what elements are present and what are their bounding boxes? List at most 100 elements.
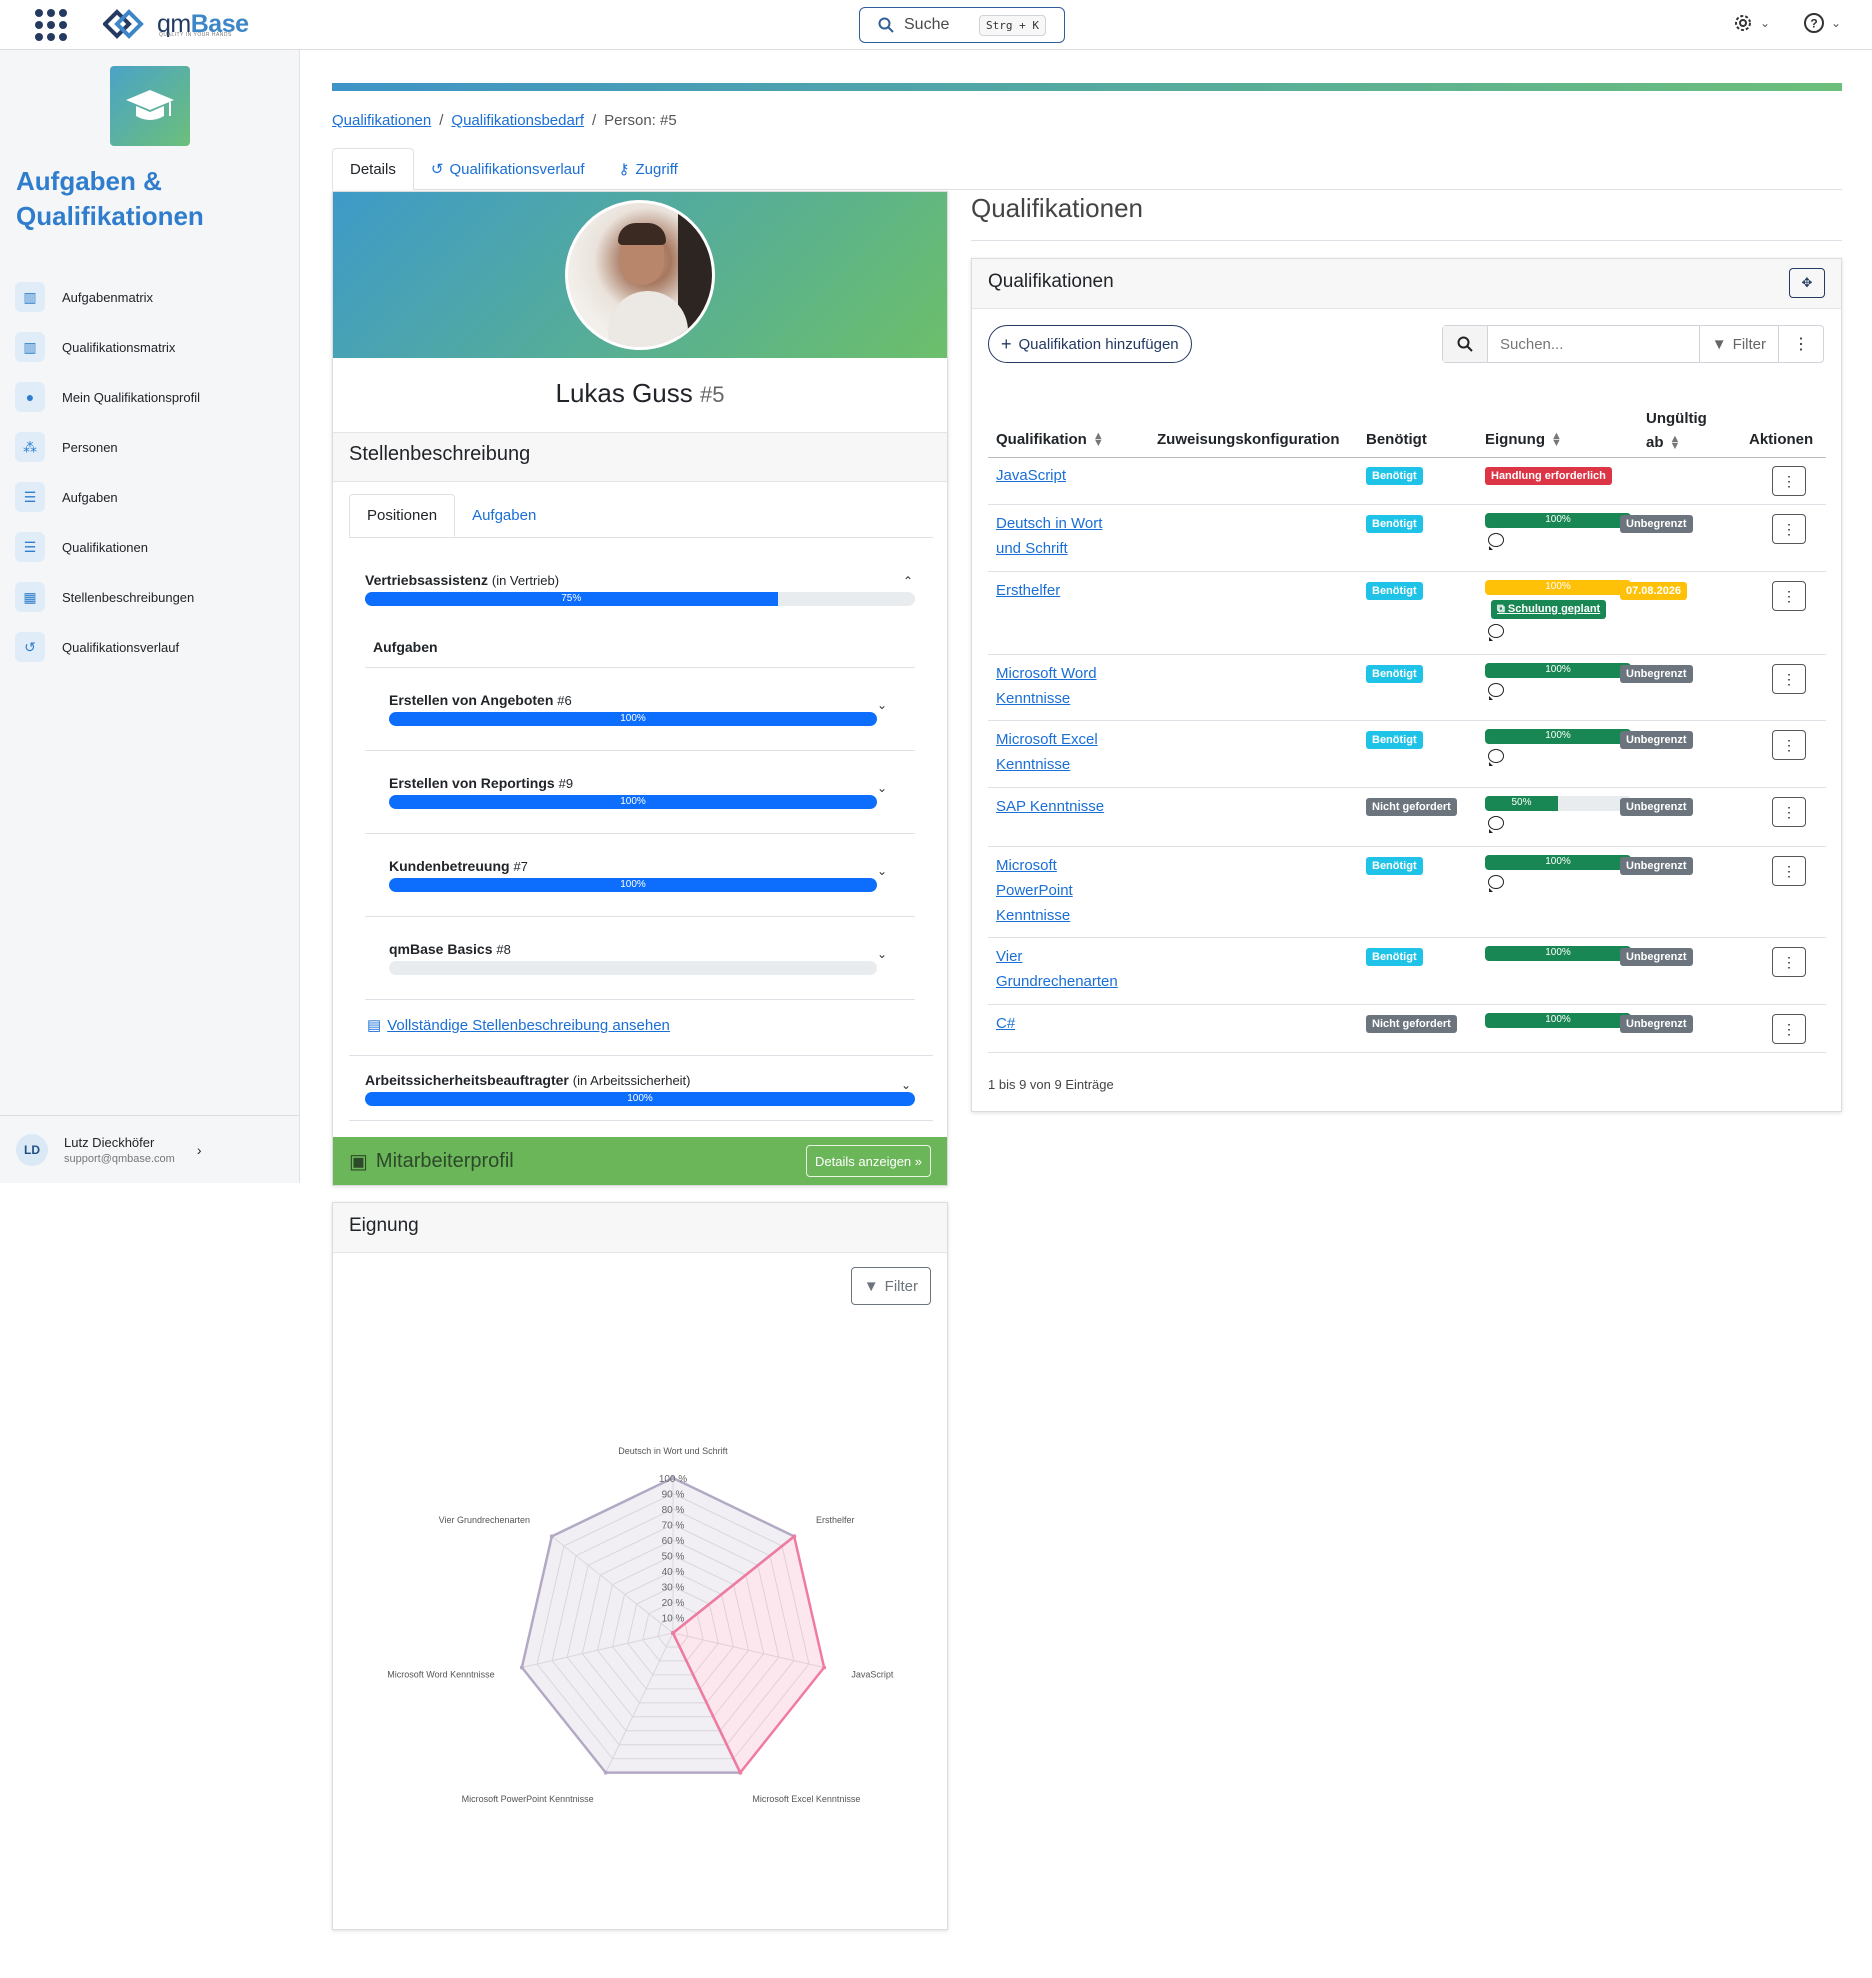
- details-button[interactable]: Details anzeigen »: [806, 1145, 931, 1177]
- invalid-badge: Unbegrenzt: [1620, 1015, 1693, 1033]
- subtab-positionen[interactable]: Positionen: [349, 494, 456, 537]
- row-actions-icon[interactable]: ⋮: [1772, 664, 1806, 694]
- divider: [971, 240, 1842, 241]
- subtab-aufgaben[interactable]: Aufgaben: [472, 507, 537, 524]
- full-description-text: Vollständige Stellenbeschreibung ansehen: [387, 1016, 670, 1034]
- settings-menu[interactable]: ⌄: [1732, 12, 1770, 34]
- chevron-down-icon[interactable]: ⌄: [877, 698, 888, 712]
- column-header-eignung[interactable]: Eignung ▲ ▼: [1485, 430, 1562, 450]
- breadcrumb-current: Person: #5: [604, 112, 677, 129]
- user-email: support@qmbase.com: [64, 1152, 175, 1165]
- more-options-icon[interactable]: ⋮: [1778, 326, 1823, 362]
- qualification-link[interactable]: Microsoft Excel Kenntnisse: [996, 731, 1098, 773]
- matrix-icon: ▥: [15, 332, 45, 362]
- chevron-down-icon[interactable]: ⌄: [877, 947, 888, 961]
- chevron-down-icon[interactable]: ⌄: [901, 1078, 912, 1092]
- table-row: C# Nicht gefordert 100% Unbegrenzt ⋮: [988, 1005, 1826, 1053]
- row-actions-icon[interactable]: ⋮: [1772, 514, 1806, 544]
- comment-icon[interactable]: [1488, 624, 1504, 641]
- required-badge: Nicht gefordert: [1366, 798, 1457, 816]
- task-title[interactable]: Kundenbetreuung #7: [389, 858, 528, 874]
- id-card-icon: ▣: [349, 1150, 368, 1173]
- tab-qualifikationsverlauf[interactable]: ↺ Qualifikationsverlauf: [414, 148, 602, 190]
- comment-icon[interactable]: [1488, 683, 1504, 700]
- qualification-link[interactable]: Ersthelfer: [996, 582, 1061, 599]
- comment-icon[interactable]: [1488, 875, 1504, 892]
- chevron-down-icon[interactable]: ⌄: [877, 781, 888, 795]
- position-name: Vertriebsassistenz: [365, 572, 488, 588]
- qualification-link[interactable]: Microsoft PowerPoint Kenntnisse: [996, 857, 1073, 924]
- help-menu[interactable]: ? ⌄: [1803, 12, 1841, 34]
- subtab-bar: Positionen Aufgaben: [349, 494, 933, 538]
- chart-filter-button[interactable]: ▼ Filter: [850, 1267, 931, 1305]
- column-header-qualifikation[interactable]: Qualifikation ▲ ▼: [996, 430, 1104, 450]
- add-qualification-button[interactable]: + Qualifikation hinzufügen: [988, 325, 1192, 363]
- comment-icon[interactable]: [1488, 749, 1504, 766]
- radar-category-label: Microsoft PowerPoint Kenntnisse: [462, 1794, 594, 1804]
- position-title[interactable]: Vertriebsassistenz (in Vertrieb): [365, 572, 559, 588]
- row-actions-icon[interactable]: ⋮: [1772, 856, 1806, 886]
- expand-icon[interactable]: ✥: [1789, 268, 1825, 298]
- comment-icon[interactable]: [1488, 533, 1504, 550]
- qualification-link[interactable]: Deutsch in Wort und Schrift: [996, 515, 1103, 557]
- column-header-ungueltig-ab[interactable]: Ungültig ab ▲ ▼: [1646, 410, 1707, 453]
- filter-button[interactable]: ▼ Filter: [1698, 326, 1778, 362]
- suitability-bar: 100%: [1485, 855, 1631, 870]
- history-icon: ↺: [15, 632, 45, 662]
- filter-icon: ▼: [1711, 335, 1727, 353]
- global-search-button[interactable]: Suche Strg + K: [859, 7, 1065, 43]
- qualification-link[interactable]: JavaScript: [996, 467, 1067, 484]
- logo-text: qmBase: [157, 9, 249, 38]
- top-bar: qmBase QUALITY IN YOUR HANDS Suche Strg …: [0, 0, 1872, 50]
- task-title[interactable]: Erstellen von Reportings #9: [389, 775, 573, 791]
- filter-label: Filter: [1732, 335, 1766, 353]
- qualification-link[interactable]: SAP Kenntnisse: [996, 798, 1105, 815]
- sidebar-item-stellenbeschreibungen[interactable]: ▦ Stellenbeschreibungen: [15, 572, 295, 622]
- sidebar-item-aufgaben[interactable]: ☰ Aufgaben: [15, 472, 295, 522]
- radar-tick-label: 90 %: [662, 1490, 685, 1501]
- app-launcher-icon[interactable]: [35, 9, 67, 41]
- comment-icon[interactable]: [1488, 816, 1504, 833]
- chevron-down-icon[interactable]: ⌄: [877, 864, 888, 878]
- sidebar-item-personen[interactable]: ⁂ Personen: [15, 422, 295, 472]
- tab-details[interactable]: Details: [332, 148, 414, 190]
- task-title[interactable]: qmBase Basics #8: [389, 941, 511, 957]
- sidebar-item-qualifikationsmatrix[interactable]: ▥ Qualifikationsmatrix: [15, 322, 295, 372]
- task-title[interactable]: Erstellen von Angeboten #6: [389, 692, 572, 708]
- radar-grid-ring: [566, 1523, 780, 1732]
- radar-grid-ring: [612, 1570, 734, 1690]
- row-actions-icon[interactable]: ⋮: [1772, 797, 1806, 827]
- qualification-link[interactable]: Microsoft Word Kenntnisse: [996, 665, 1097, 707]
- radar-spoke: [521, 1632, 674, 1668]
- tab-label: Zugriff: [635, 160, 678, 178]
- radar-point: [519, 1665, 524, 1670]
- position-title[interactable]: Arbeitssicherheitsbeauftragter (in Arbei…: [365, 1072, 691, 1088]
- sidebar-item-qualifikationsverlauf[interactable]: ↺ Qualifikationsverlauf: [15, 622, 295, 672]
- row-actions-icon[interactable]: ⋮: [1772, 581, 1806, 611]
- position-progress: 100%: [365, 1092, 915, 1106]
- suitability-card-title: Eignung: [333, 1203, 947, 1253]
- qualification-link[interactable]: Vier Grundrechenarten: [996, 948, 1118, 990]
- task-name: Erstellen von Reportings: [389, 775, 555, 791]
- grid-icon: ▦: [15, 582, 45, 612]
- tab-zugriff[interactable]: ⚷ Zugriff: [602, 148, 695, 190]
- qmbase-logo[interactable]: qmBase QUALITY IN YOUR HANDS: [103, 8, 249, 40]
- breadcrumb-qualifikationsbedarf[interactable]: Qualifikationsbedarf: [451, 112, 584, 129]
- qualification-link[interactable]: C#: [996, 1015, 1016, 1032]
- divider: [365, 667, 915, 668]
- required-badge: Benötigt: [1366, 948, 1423, 966]
- sidebar-item-mein-qualifikationsprofil[interactable]: ● Mein Qualifikationsprofil: [15, 372, 295, 422]
- sidebar-item-qualifikationen[interactable]: ☰ Qualifikationen: [15, 522, 295, 572]
- row-actions-icon[interactable]: ⋮: [1772, 1014, 1806, 1044]
- chevron-up-icon[interactable]: ⌃: [903, 574, 914, 588]
- row-actions-icon[interactable]: ⋮: [1772, 730, 1806, 760]
- row-actions-icon[interactable]: ⋮: [1772, 947, 1806, 977]
- sidebar-item-aufgabenmatrix[interactable]: ▥ Aufgabenmatrix: [15, 272, 295, 322]
- user-menu[interactable]: LD Lutz Dieckhöfer support@qmbase.com ›: [0, 1115, 300, 1183]
- search-input[interactable]: Suchen...: [1500, 335, 1564, 353]
- training-planned-badge[interactable]: ⧉ Schulung geplant: [1491, 600, 1607, 619]
- breadcrumb-qualifikationen[interactable]: Qualifikationen: [332, 112, 432, 129]
- full-description-link[interactable]: ▤ Vollständige Stellenbeschreibung anseh…: [367, 1016, 670, 1035]
- person-name: Lukas Guss #5: [333, 378, 947, 409]
- row-actions-icon[interactable]: ⋮: [1772, 466, 1806, 496]
